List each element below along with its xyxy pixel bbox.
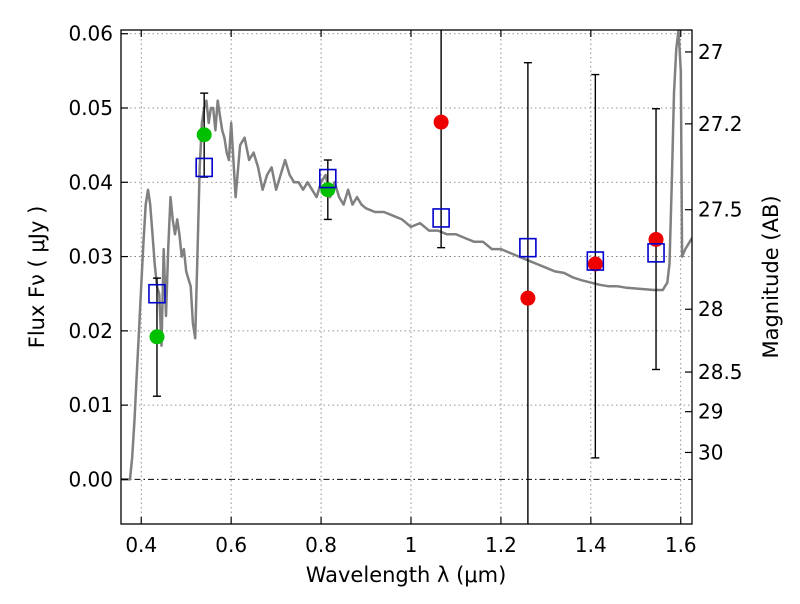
- x-tick-label: 0.8: [305, 533, 337, 557]
- y2-tick-label: 30: [698, 440, 723, 464]
- y2-axis-label: Magnitude (AB): [759, 195, 783, 358]
- x-tick-label: 1.6: [665, 533, 697, 557]
- model-photometry-square: [647, 243, 665, 263]
- y-tick-label: 0.03: [68, 245, 113, 269]
- y-axis-label: Flux Fν ( μJy ): [25, 206, 49, 349]
- x-tick-label: 0.4: [125, 533, 157, 557]
- x-tick-label: 1: [405, 533, 418, 557]
- model-photometry-square: [319, 168, 337, 189]
- red-circle-point: [587, 256, 603, 272]
- y2-tick-label: 27: [698, 40, 723, 64]
- green-circle-point: [149, 329, 165, 345]
- y-tick-label: 0.02: [68, 319, 113, 343]
- y-tick-label: 0.01: [68, 393, 113, 417]
- y-tick-label: 0.06: [68, 22, 113, 46]
- y2-tick-label: 29: [698, 400, 723, 424]
- red-circle-point: [648, 231, 664, 247]
- y2-tick-label: 27.2: [698, 112, 743, 136]
- model-spectrum-line: [121, 30, 692, 481]
- x-axis-label: Wavelength λ (μm): [306, 563, 507, 587]
- error-bar: [523, 61, 532, 524]
- tick-labels: 0.4 0.6 0.8 1 1.2 1.4 1.6 0.00 0.01 0.02 0.03 0.04 0…: [68, 22, 742, 557]
- data-layer: [121, 30, 692, 524]
- x-tick-label: 1.4: [575, 533, 607, 557]
- x-tick-label: 1.2: [485, 533, 517, 557]
- y2-tick-label: 28: [698, 297, 723, 321]
- y-tick-label: 0.05: [68, 96, 113, 120]
- tick-marks: [121, 30, 692, 524]
- red-circle-point: [520, 290, 536, 306]
- y2-tick-label: 28.5: [698, 360, 743, 384]
- y-tick-label: 0.00: [68, 467, 113, 491]
- plot-frame: [120, 29, 693, 525]
- x-tick-label: 0.6: [215, 533, 247, 557]
- model-photometry-square: [432, 208, 450, 228]
- model-photometry-square: [519, 237, 537, 258]
- green-circle-point: [320, 182, 336, 198]
- y-tick-label: 0.04: [68, 170, 113, 194]
- model-photometry-square: [586, 251, 605, 271]
- model-photometry-square: [195, 157, 213, 178]
- green-circle-point: [196, 127, 212, 143]
- model-photometry-square: [148, 283, 166, 304]
- red-circle-point: [433, 114, 449, 130]
- y2-tick-label: 27.5: [698, 198, 743, 222]
